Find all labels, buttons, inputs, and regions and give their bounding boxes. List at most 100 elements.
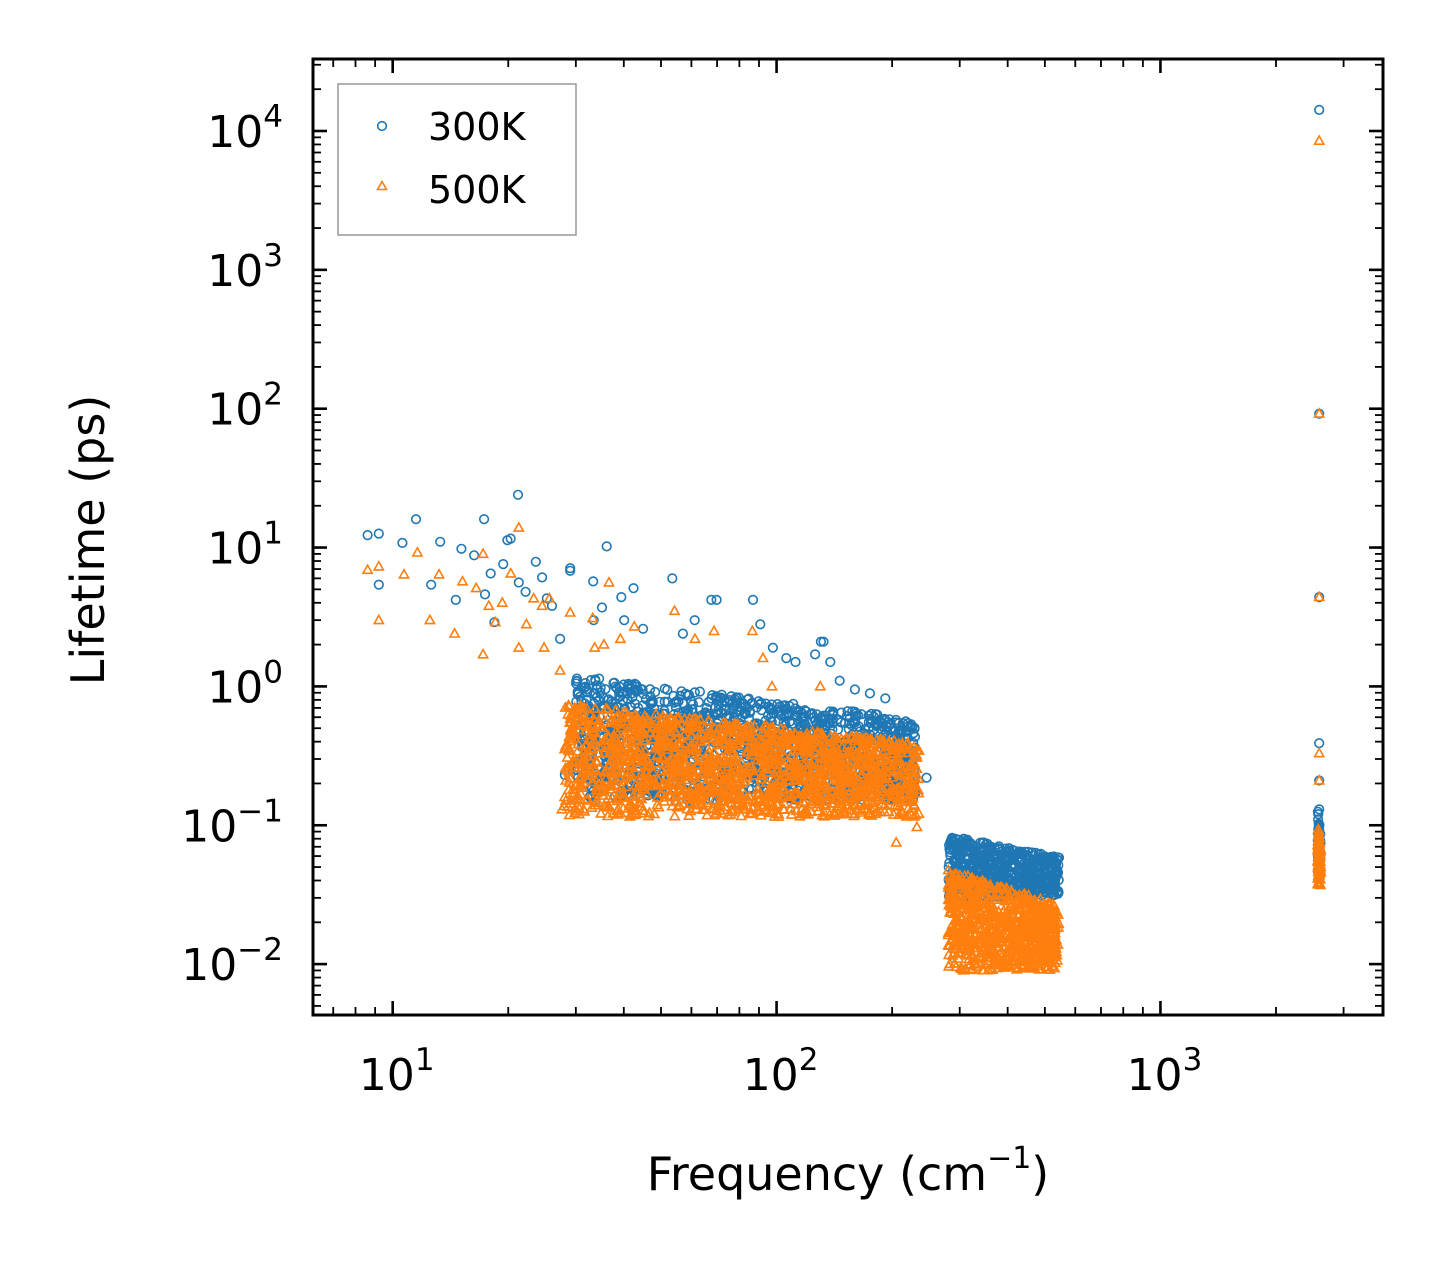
point-500k — [361, 563, 374, 575]
point-300k — [779, 704, 790, 715]
point-500k — [820, 780, 833, 792]
point-300k — [880, 693, 891, 704]
point-500k — [626, 790, 639, 801]
point-500k — [677, 754, 690, 765]
point-500k — [720, 787, 732, 799]
point-500k — [610, 762, 623, 774]
point-500k — [730, 755, 743, 767]
point-300k — [590, 674, 601, 685]
point-500k — [716, 751, 729, 763]
point-300k — [983, 843, 994, 855]
point-500k — [946, 890, 959, 902]
point-300k — [711, 594, 722, 606]
point-500k — [982, 935, 995, 947]
point-500k — [711, 727, 724, 739]
point-500k — [757, 798, 770, 810]
point-500k — [774, 766, 787, 777]
point-300k — [485, 568, 496, 579]
point-500k — [1313, 590, 1326, 602]
point-500k — [625, 746, 638, 758]
point-300k — [623, 678, 634, 690]
point-500k — [828, 809, 841, 820]
point-500k — [912, 786, 925, 798]
point-500k — [578, 805, 591, 816]
point-500k — [603, 576, 615, 587]
point-500k — [633, 747, 646, 759]
point-500k — [1313, 871, 1326, 882]
point-300k — [1052, 888, 1064, 899]
point-500k — [966, 962, 979, 974]
point-500k — [588, 641, 601, 652]
point-500k — [798, 796, 811, 808]
point-500k — [635, 800, 648, 811]
point-500k — [617, 802, 630, 813]
point-500k — [1023, 961, 1036, 973]
point-500k — [715, 726, 728, 738]
point-500k — [629, 733, 642, 744]
point-500k — [678, 712, 691, 724]
point-500k — [670, 766, 683, 778]
point-500k — [1023, 895, 1036, 907]
point-500k — [1041, 951, 1054, 963]
point-500k — [692, 776, 705, 788]
point-500k — [886, 771, 899, 782]
x-tick-label: 102 — [743, 1042, 819, 1101]
point-300k — [637, 684, 648, 695]
point-500k — [774, 754, 787, 766]
point-500k — [1036, 913, 1049, 925]
point-500k — [667, 790, 680, 802]
point-300k — [780, 709, 792, 721]
point-500k — [949, 939, 962, 950]
point-500k — [689, 788, 702, 800]
point-500k — [771, 777, 784, 789]
point-500k — [748, 769, 761, 780]
point-500k — [809, 733, 822, 745]
y-tick-label: 10−1 — [181, 793, 283, 852]
point-500k — [650, 707, 662, 719]
point-500k — [690, 744, 703, 756]
point-500k — [1006, 931, 1019, 943]
point-500k — [692, 758, 705, 769]
point-500k — [688, 798, 701, 809]
point-500k — [693, 712, 706, 724]
point-500k — [575, 787, 588, 799]
point-500k — [617, 705, 630, 717]
point-500k — [710, 766, 723, 778]
point-500k — [854, 759, 867, 770]
point-500k — [512, 521, 525, 532]
point-300k — [570, 678, 582, 689]
point-300k — [588, 688, 599, 699]
x-axis-label: Frequency (cm−1) — [647, 1141, 1050, 1201]
point-500k — [596, 739, 609, 751]
point-500k — [810, 800, 823, 812]
point-300k — [611, 683, 622, 694]
point-300k — [997, 869, 1008, 881]
point-500k — [854, 806, 867, 817]
point-300k — [693, 697, 705, 708]
point-500k — [1032, 932, 1045, 944]
point-500k — [1022, 888, 1035, 900]
point-500k — [767, 748, 780, 759]
point-300k — [953, 850, 964, 861]
point-500k — [980, 917, 993, 929]
point-500k — [784, 802, 797, 814]
point-300k — [628, 583, 639, 594]
point-500k — [1049, 934, 1062, 946]
point-500k — [1005, 917, 1018, 929]
point-500k — [1046, 914, 1059, 926]
point-300k — [600, 684, 611, 695]
point-500k — [576, 761, 589, 772]
point-500k — [564, 709, 577, 720]
point-500k — [896, 766, 909, 778]
point-300k — [959, 852, 970, 864]
point-300k — [596, 602, 608, 613]
point-300k — [595, 687, 606, 698]
point-500k — [642, 809, 655, 821]
point-300k — [880, 714, 891, 726]
point-500k — [543, 591, 556, 603]
point-500k — [984, 902, 997, 913]
point-500k — [957, 963, 970, 975]
point-500k — [968, 893, 981, 905]
point-500k — [643, 806, 656, 817]
point-500k — [611, 794, 624, 806]
